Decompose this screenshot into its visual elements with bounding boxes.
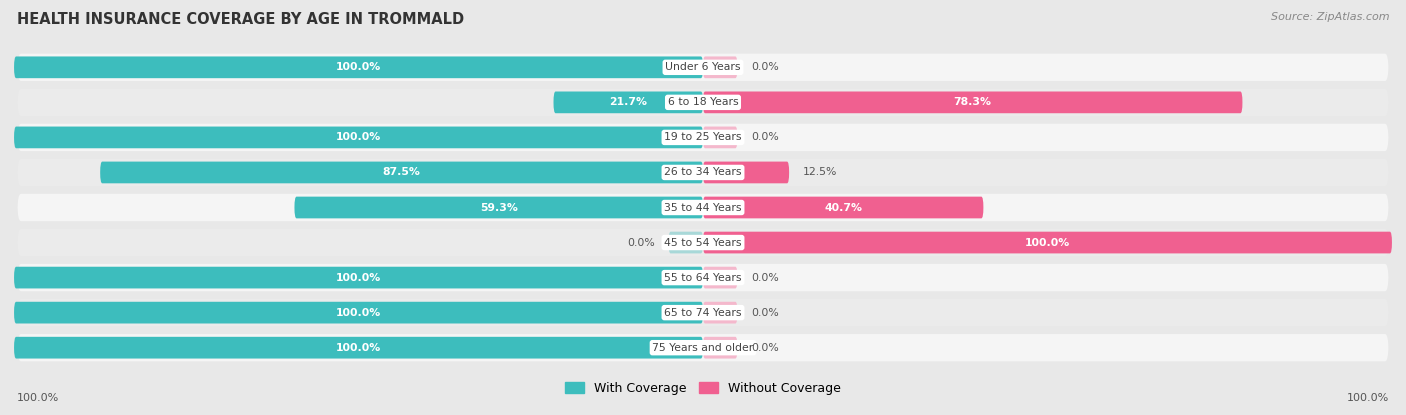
- Text: 100.0%: 100.0%: [336, 62, 381, 72]
- FancyBboxPatch shape: [100, 161, 703, 183]
- FancyBboxPatch shape: [14, 302, 703, 324]
- Text: 65 to 74 Years: 65 to 74 Years: [664, 308, 742, 317]
- FancyBboxPatch shape: [14, 56, 703, 78]
- Text: 0.0%: 0.0%: [751, 62, 779, 72]
- FancyBboxPatch shape: [554, 91, 703, 113]
- Text: 40.7%: 40.7%: [824, 203, 862, 212]
- Text: 35 to 44 Years: 35 to 44 Years: [664, 203, 742, 212]
- Text: 0.0%: 0.0%: [751, 273, 779, 283]
- Text: 0.0%: 0.0%: [751, 308, 779, 317]
- Legend: With Coverage, Without Coverage: With Coverage, Without Coverage: [561, 377, 845, 400]
- FancyBboxPatch shape: [294, 197, 703, 218]
- FancyBboxPatch shape: [17, 159, 1389, 186]
- FancyBboxPatch shape: [17, 299, 1389, 326]
- Text: 100.0%: 100.0%: [17, 393, 59, 403]
- FancyBboxPatch shape: [14, 267, 703, 288]
- FancyBboxPatch shape: [17, 264, 1389, 291]
- Text: 0.0%: 0.0%: [751, 132, 779, 142]
- Text: 0.0%: 0.0%: [751, 343, 779, 353]
- Text: 100.0%: 100.0%: [336, 308, 381, 317]
- Text: 26 to 34 Years: 26 to 34 Years: [664, 168, 742, 178]
- Text: 19 to 25 Years: 19 to 25 Years: [664, 132, 742, 142]
- FancyBboxPatch shape: [703, 91, 1243, 113]
- FancyBboxPatch shape: [703, 267, 738, 288]
- Text: 59.3%: 59.3%: [479, 203, 517, 212]
- Text: 12.5%: 12.5%: [803, 168, 837, 178]
- FancyBboxPatch shape: [17, 54, 1389, 81]
- FancyBboxPatch shape: [669, 232, 703, 254]
- Text: 100.0%: 100.0%: [1347, 393, 1389, 403]
- FancyBboxPatch shape: [14, 127, 703, 148]
- Text: 100.0%: 100.0%: [336, 343, 381, 353]
- FancyBboxPatch shape: [17, 194, 1389, 221]
- Text: Under 6 Years: Under 6 Years: [665, 62, 741, 72]
- FancyBboxPatch shape: [703, 232, 1392, 254]
- Text: 78.3%: 78.3%: [953, 98, 991, 107]
- FancyBboxPatch shape: [703, 161, 789, 183]
- FancyBboxPatch shape: [703, 337, 738, 359]
- Text: 45 to 54 Years: 45 to 54 Years: [664, 237, 742, 247]
- Text: 100.0%: 100.0%: [336, 273, 381, 283]
- FancyBboxPatch shape: [703, 127, 738, 148]
- FancyBboxPatch shape: [703, 56, 738, 78]
- FancyBboxPatch shape: [703, 197, 983, 218]
- Text: 100.0%: 100.0%: [336, 132, 381, 142]
- FancyBboxPatch shape: [17, 229, 1389, 256]
- Text: HEALTH INSURANCE COVERAGE BY AGE IN TROMMALD: HEALTH INSURANCE COVERAGE BY AGE IN TROM…: [17, 12, 464, 27]
- Text: 100.0%: 100.0%: [1025, 237, 1070, 247]
- FancyBboxPatch shape: [14, 337, 703, 359]
- Text: 21.7%: 21.7%: [609, 98, 647, 107]
- FancyBboxPatch shape: [703, 302, 738, 324]
- FancyBboxPatch shape: [17, 89, 1389, 116]
- Text: 6 to 18 Years: 6 to 18 Years: [668, 98, 738, 107]
- FancyBboxPatch shape: [17, 334, 1389, 361]
- Text: 55 to 64 Years: 55 to 64 Years: [664, 273, 742, 283]
- Text: 0.0%: 0.0%: [627, 237, 655, 247]
- Text: 87.5%: 87.5%: [382, 168, 420, 178]
- Text: Source: ZipAtlas.com: Source: ZipAtlas.com: [1271, 12, 1389, 22]
- FancyBboxPatch shape: [17, 124, 1389, 151]
- Text: 75 Years and older: 75 Years and older: [652, 343, 754, 353]
